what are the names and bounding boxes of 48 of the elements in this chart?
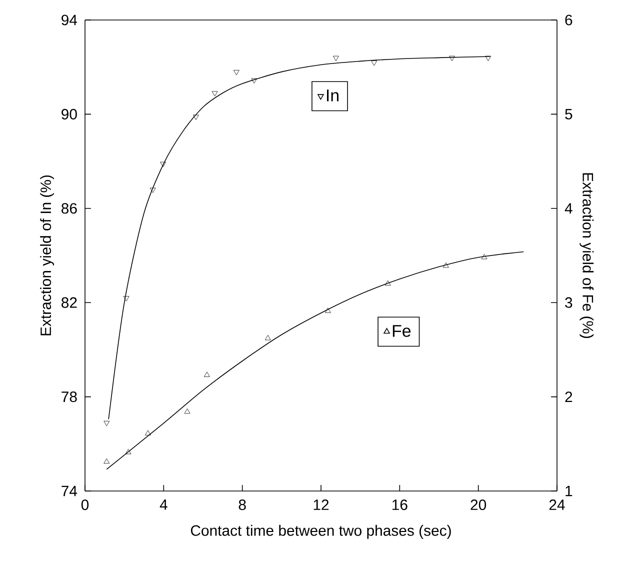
y-tick-label: 74 [62,486,78,496]
point [371,60,378,66]
y-tick-label: 90 [62,108,77,120]
legend-label: In [327,90,338,102]
y2-tick-label: 2 [565,392,572,402]
point [212,91,218,96]
point [125,448,132,454]
point [150,188,156,193]
point [324,308,331,313]
point [442,262,449,268]
x-tick-label: 4 [160,500,168,510]
x-tick-label: 20 [470,500,486,510]
x-tick-label: 24 [549,500,565,510]
x-tick-label: 8 [238,500,246,510]
point [204,372,210,377]
x-axis-title: Contact time between two phases (sec) [190,524,451,539]
y2-tick-label: 6 [565,14,572,26]
point [192,114,199,120]
y-tick-label: 94 [62,14,78,26]
y2-tick-label: 1 [566,486,572,496]
point [264,335,271,340]
x-tick-label: 12 [314,500,329,510]
y2-tick-label: 3 [565,297,572,308]
x-tick-label: 16 [392,500,408,510]
point [123,296,130,302]
x-tick-label: 0 [81,500,89,510]
line-series [108,56,491,420]
y-tick-label: 86 [62,203,77,214]
y-tick-label: 82 [62,297,77,308]
point [160,162,166,168]
y2-axis-title: Extraction yield of Fe (%) [580,173,594,338]
point [384,280,391,286]
point [332,56,339,62]
point [104,420,110,426]
point [184,408,190,414]
point [251,78,258,84]
y2-tick-label: 4 [564,203,572,214]
y-axis-title: Extraction yield of In (%) [40,175,54,336]
legend-label: Fe [392,325,411,337]
point [144,430,151,436]
y-tick-label: 78 [62,392,77,402]
point [485,56,492,62]
point [481,254,488,260]
point [233,70,240,76]
line-series [106,251,524,470]
point [104,458,110,464]
y2-tick-label: 5 [565,108,572,120]
point [449,56,455,62]
